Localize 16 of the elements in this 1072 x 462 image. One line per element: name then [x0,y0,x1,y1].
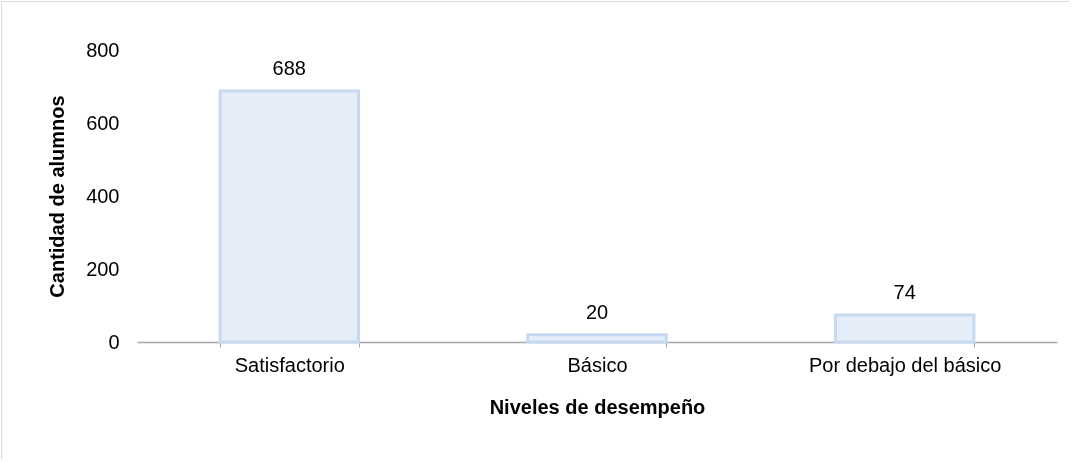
data-label: 74 [893,280,916,303]
bar [833,313,976,344]
bar [218,89,361,344]
bar [526,333,668,344]
data-label: 20 [585,300,609,323]
y-tick-label: 800 [86,38,120,61]
y-tick-label: 400 [86,184,120,207]
y-tick-label: 0 [108,330,120,353]
x-tick-label: Satisfactorio [234,353,345,376]
y-tick-label: 200 [86,257,120,280]
x-tick-label: Por debajo del básico [809,353,1002,376]
x-tick-label: Básico [567,353,628,376]
y-axis-title: Cantidad de alumnos [46,95,69,298]
y-tick-label: 600 [86,111,120,134]
data-label: 688 [272,56,306,79]
x-axis-title: Niveles de desempeño [489,395,706,418]
